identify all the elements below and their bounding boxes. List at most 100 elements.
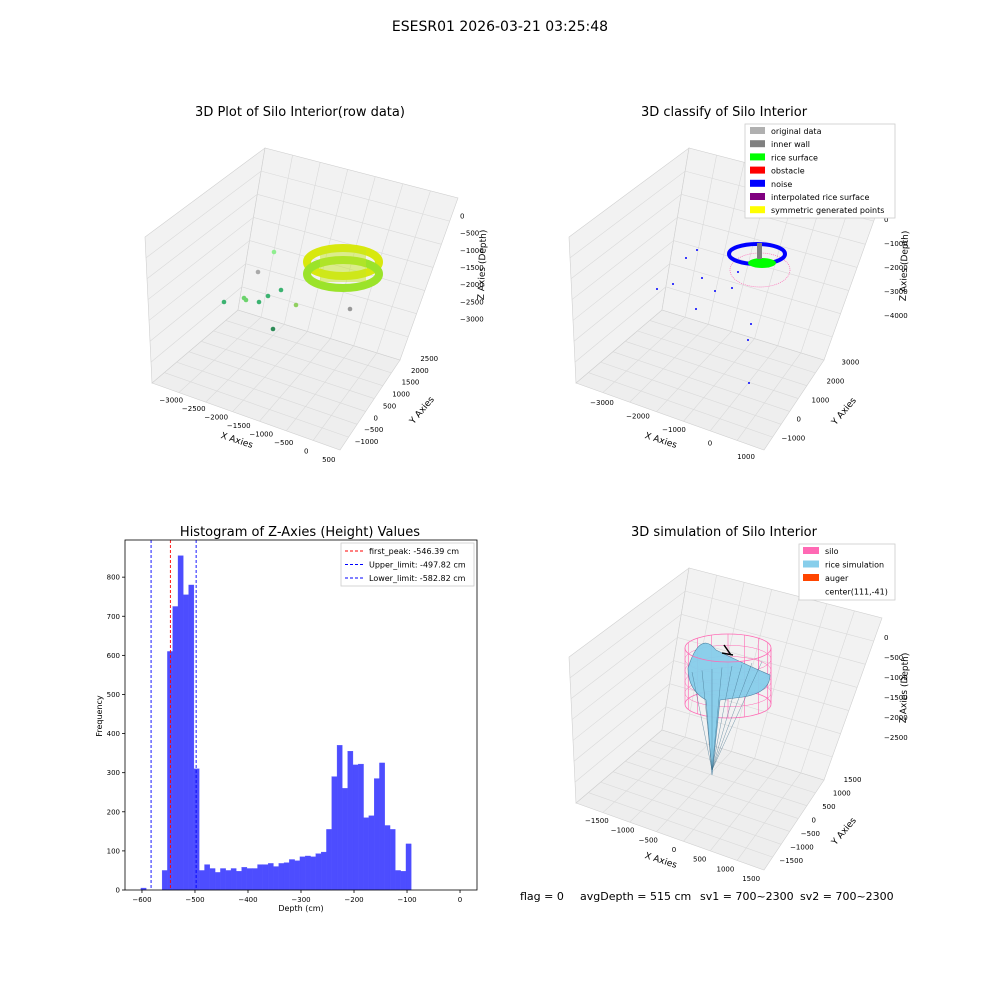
x-tick-label: −1000: [611, 827, 635, 835]
panel2-zlabel: Z Axies (Depth): [899, 231, 911, 302]
histogram-bar: [336, 745, 343, 891]
z-tick-label: −2000: [884, 714, 908, 722]
x-tick-label: −2000: [204, 413, 228, 421]
panel2-title: 3D classify of Silo Interior: [641, 105, 808, 120]
gridline-x: [205, 162, 321, 403]
noise-point: [750, 323, 752, 325]
gridline-z: [569, 590, 874, 679]
panel-histogram: Histogram of Z-Axies (Height) Values −60…: [95, 525, 478, 913]
gridline-y: [612, 771, 790, 832]
panel4-3d-box: [568, 567, 883, 871]
y-tick-label: 0: [116, 887, 120, 895]
x-tick-label: 0: [304, 447, 308, 455]
histogram-bar: [384, 825, 391, 891]
y-tick-label: −500: [801, 830, 820, 838]
noise-point: [731, 287, 733, 289]
x-tick-label: 500: [322, 456, 335, 464]
panel-classify-3d: 3D classify of Silo Interior −3000 −2000 −…: [568, 105, 911, 461]
panel2-points: [656, 242, 791, 384]
outlier-point: [270, 326, 276, 332]
y-tick-label: 0: [797, 416, 801, 424]
histogram-bar: [363, 817, 370, 891]
legend-swatch: [750, 127, 765, 134]
y-tick-label: −1000: [782, 435, 806, 443]
histogram-bar: [273, 866, 279, 891]
histogram-bar: [368, 815, 375, 891]
gridline-x: [286, 183, 404, 432]
histogram-bar: [199, 870, 205, 891]
gridline-z: [570, 193, 866, 279]
z-tick-label: −1500: [460, 264, 484, 272]
x-tick-label: −300: [291, 896, 310, 904]
silo-point-fill: [320, 250, 366, 282]
panel1-title: 3D Plot of Silo Interior(row data): [195, 105, 405, 120]
panel4-ylabel: Y Axies: [830, 816, 859, 848]
legend-label: Lower_limit: -582.82 cm: [369, 574, 466, 583]
histogram-bar: [230, 868, 237, 891]
panel3-title: Histogram of Z-Axies (Height) Values: [180, 525, 420, 540]
gridline-z: [573, 683, 841, 762]
histogram-xlabel: Depth (cm): [278, 904, 323, 913]
histogram-bar: [177, 555, 184, 891]
legend-swatch: [750, 193, 765, 200]
z-tick-label: −2000: [884, 264, 908, 272]
gridline-y: [600, 361, 782, 425]
noise-point: [695, 308, 697, 310]
histogram-bar: [395, 870, 401, 891]
panel4-legend: silo rice simulation auger center(111,-41): [798, 543, 896, 601]
panel4-zlabel: Z Axies (Depth): [899, 653, 911, 724]
y-tick-label: −1500: [779, 857, 803, 865]
x-tick-label: 0: [672, 846, 676, 854]
noise-point: [696, 249, 698, 251]
gridline-y: [225, 320, 392, 374]
panel4-surface: [684, 633, 772, 776]
gridline-y: [637, 750, 807, 806]
y-tick-label: 1000: [392, 391, 410, 399]
x-tick-label: −3000: [159, 396, 183, 404]
legend-swatch: [803, 574, 819, 581]
panel2-ylabel: Y Axies: [830, 396, 859, 428]
noise-point: [656, 288, 658, 290]
histogram-ylabel: Frequency: [95, 695, 104, 737]
silo-top: [684, 633, 772, 663]
gridline-z: [572, 240, 849, 321]
z-tick-label: 0: [460, 213, 464, 221]
x-tick-label: −1500: [585, 817, 609, 825]
histogram-bar: [374, 778, 380, 891]
x-tick-label: 500: [693, 856, 706, 864]
y-tick-label: 2500: [420, 355, 438, 363]
legend-label: rice surface: [771, 153, 818, 162]
legend-swatch: [803, 560, 819, 568]
auger-arm-1: [723, 644, 732, 656]
gridline-z: [574, 706, 833, 783]
inner-wall: [757, 243, 762, 259]
histogram-bar: [320, 851, 327, 891]
legend-label: original data: [771, 127, 822, 136]
legend-swatch: [750, 166, 765, 174]
gridline-y: [588, 372, 773, 438]
panel1-ylabel: Y Axies: [408, 395, 437, 427]
gridline-y: [164, 372, 349, 438]
histogram-bar: [278, 863, 285, 891]
x-tick-label: −200: [344, 896, 363, 904]
histogram-bar: [379, 762, 385, 891]
x-tick-label: −2500: [182, 405, 206, 413]
gridline-y: [600, 781, 782, 845]
z-tick-label: −1000: [460, 247, 484, 255]
gridline-y: [649, 740, 816, 794]
y-tick-label: 100: [107, 847, 120, 855]
histogram-bar: [331, 776, 338, 891]
z-tick-label: −3000: [884, 288, 908, 296]
z-tick-label: −1500: [884, 694, 908, 702]
z-tick-label: −1000: [884, 674, 908, 682]
gridline-x: [656, 169, 773, 412]
gridline-y: [649, 320, 816, 374]
x-tick-label: 1000: [737, 453, 755, 461]
x-tick-label: −1500: [227, 422, 251, 430]
histogram-bar: [225, 870, 232, 891]
histogram-bar: [236, 871, 242, 891]
x-tick-label: −1000: [249, 430, 273, 438]
y-tick-label: −500: [364, 426, 383, 434]
histogram-ticks: −600 −500 −400 −300 −200 −100 0 0 100 200 300 400 50…: [107, 574, 463, 904]
